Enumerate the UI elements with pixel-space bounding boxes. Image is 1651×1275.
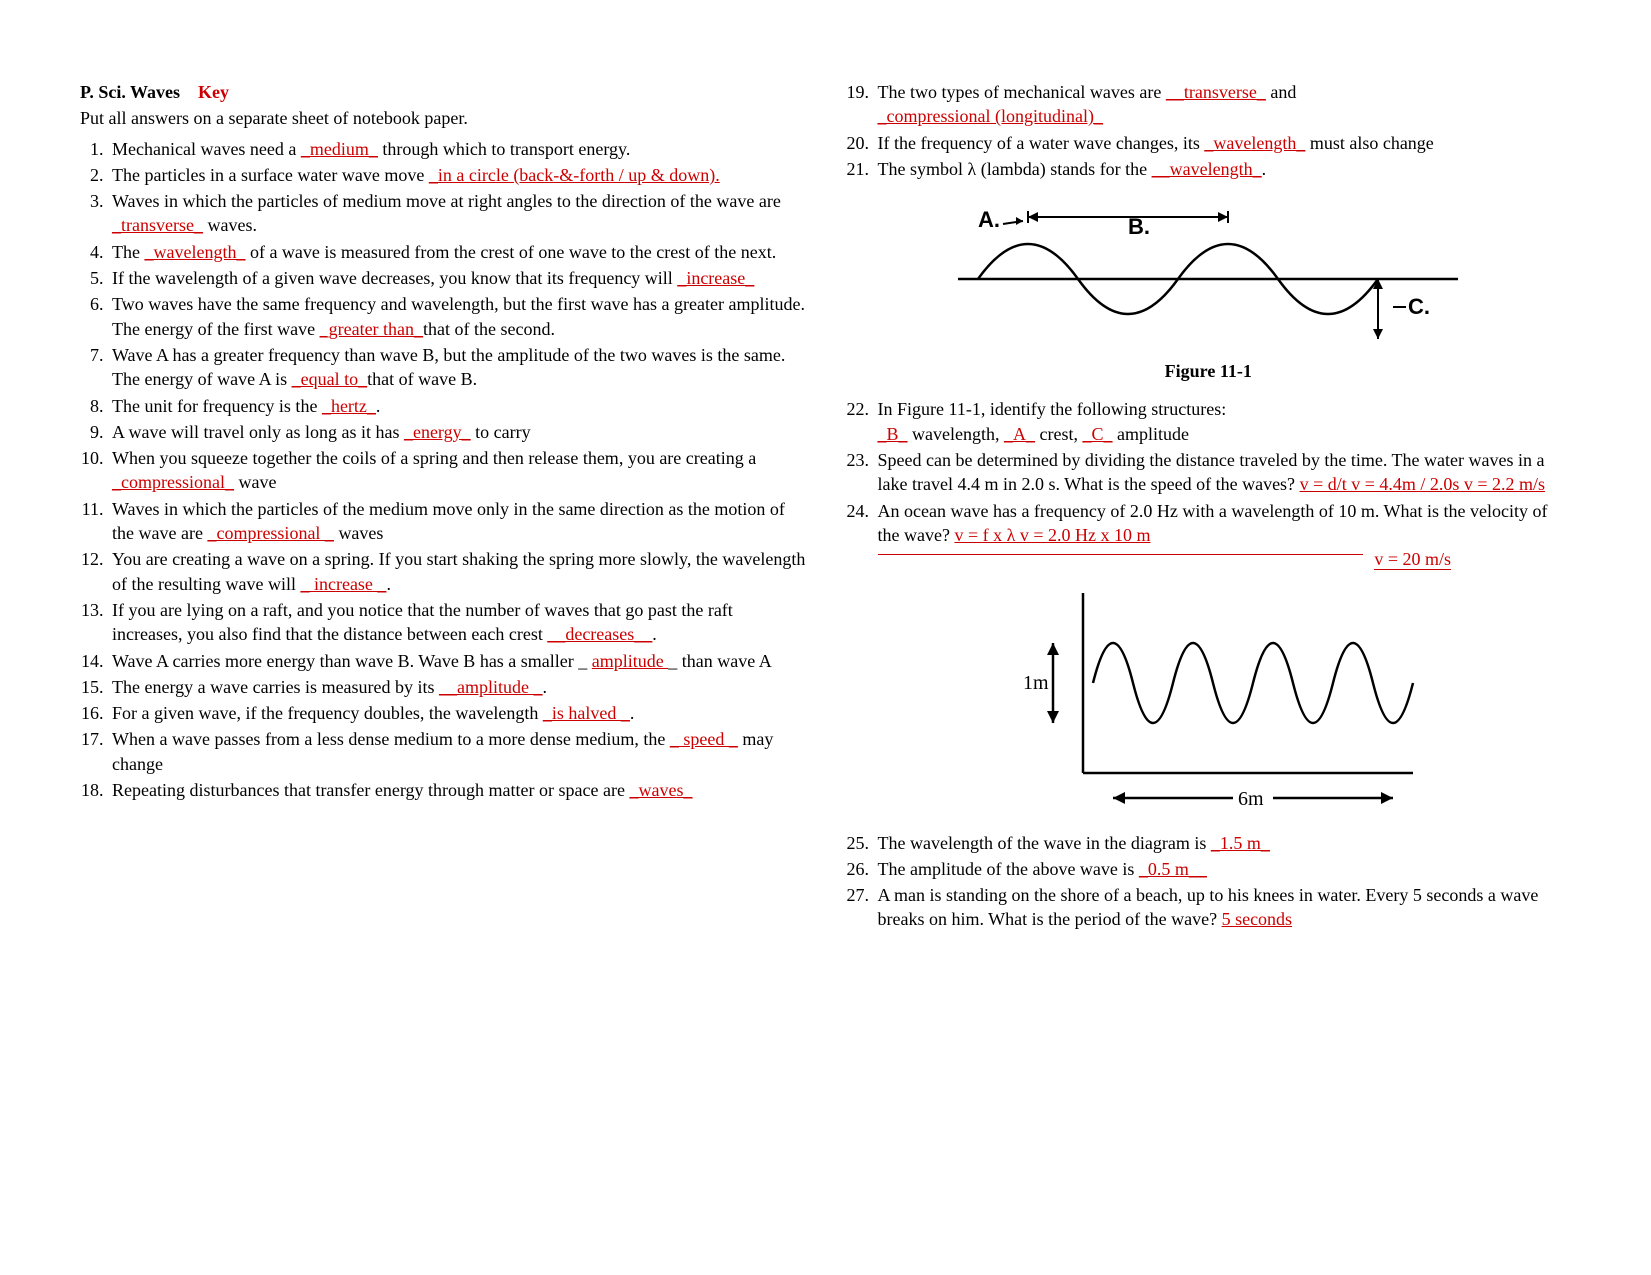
question-9: A wave will travel only as long as it ha… [108, 420, 806, 444]
answer-19a: __transverse_ [1166, 82, 1266, 102]
answer-17: _ speed _ [670, 729, 738, 749]
figure2-label-6m: 6m [1238, 788, 1264, 810]
question-24: An ocean wave has a frequency of 2.0 Hz … [874, 499, 1572, 555]
question-22: In Figure 11-1, identify the following s… [874, 397, 1572, 446]
question-14: Wave A carries more energy than wave B. … [108, 649, 806, 673]
question-7: Wave A has a greater frequency than wave… [108, 343, 806, 392]
question-11: Waves in which the particles of the medi… [108, 497, 806, 546]
question-1: Mechanical waves need a _medium_ through… [108, 137, 806, 161]
question-12: You are creating a wave on a spring. If … [108, 547, 806, 596]
question-6: Two waves have the same frequency and wa… [108, 292, 806, 341]
answer-12: _ increase _ [300, 574, 386, 594]
question-26: The amplitude of the above wave is _0.5 … [874, 857, 1572, 881]
answer-26: _0.5 m__ [1139, 859, 1207, 879]
answer-24a: v = f x λ v = 2.0 Hz x 10 m [954, 525, 1150, 545]
answer-11: _compressional _ [207, 523, 333, 543]
answer-19b: _compressional (longitudinal)_ [878, 106, 1103, 126]
figure-caption: Figure 11-1 [846, 359, 1572, 383]
question-2: The particles in a surface water wave mo… [108, 163, 806, 187]
figure-11-1: A. B. C. [846, 199, 1572, 349]
title-prefix: P. Sci. Waves [80, 82, 180, 102]
answer-2: _in a circle (back-&-forth / up & down). [429, 165, 720, 185]
question-15: The energy a wave carries is measured by… [108, 675, 806, 699]
question-16: For a given wave, if the frequency doubl… [108, 701, 806, 725]
figure-label-a: A. [978, 207, 1000, 232]
wave-diagram-icon: A. B. C. [938, 199, 1478, 349]
question-4: The _wavelength_ of a wave is measured f… [108, 240, 806, 264]
figure-2: 1m 6m [846, 573, 1572, 823]
question-21: The symbol λ (lambda) stands for the __w… [874, 157, 1572, 181]
question-list-right-c: The wavelength of the wave in the diagra… [846, 831, 1572, 932]
answer-6: _greater than_ [320, 319, 423, 339]
title-key: Key [198, 82, 229, 102]
answer-22b: _B_ [878, 424, 908, 444]
answer-24b: v = 20 m/s [1374, 549, 1451, 570]
answer-22a: _A_ [1004, 424, 1035, 444]
answer-27: 5 seconds [1222, 909, 1293, 929]
question-5: If the wavelength of a given wave decrea… [108, 266, 806, 290]
answer-10: _compressional_ [112, 472, 234, 492]
figure-label-c: C. [1408, 294, 1430, 319]
answer-1: _medium_ [301, 139, 378, 159]
answer-9: _energy_ [404, 422, 471, 442]
question-23: Speed can be determined by dividing the … [874, 448, 1572, 497]
question-25: The wavelength of the wave in the diagra… [874, 831, 1572, 855]
page-title: P. Sci. Waves Key [80, 80, 806, 104]
answer-13: __decreases__ [547, 624, 652, 644]
answer-14: amplitude [592, 651, 668, 671]
answer-23: v = d/t v = 4.4m / 2.0s v = 2.2 m/s [1300, 474, 1545, 494]
question-list-right-b: In Figure 11-1, identify the following s… [846, 397, 1572, 554]
answer-5: _increase_ [677, 268, 754, 288]
answer-7: _equal to_ [292, 369, 367, 389]
question-8: The unit for frequency is the _hertz_. [108, 394, 806, 418]
answer-15: __amplitude _ [439, 677, 542, 697]
question-3: Waves in which the particles of medium m… [108, 189, 806, 238]
answer-4: _wavelength_ [144, 242, 245, 262]
question-18: Repeating disturbances that transfer ene… [108, 778, 806, 802]
question-17: When a wave passes from a less dense med… [108, 727, 806, 776]
right-column: The two types of mechanical waves are __… [846, 80, 1572, 934]
answer-18: _waves_ [629, 780, 692, 800]
figure2-label-1m: 1m [1023, 672, 1049, 694]
answer-25: _1.5 m_ [1211, 833, 1270, 853]
answer-20: _wavelength_ [1204, 133, 1305, 153]
answer-8: _hertz_ [322, 396, 376, 416]
answer-3: _transverse_ [112, 215, 203, 235]
question-13: If you are lying on a raft, and you noti… [108, 598, 806, 647]
question-20: If the frequency of a water wave changes… [874, 131, 1572, 155]
answer-22c: _C_ [1082, 424, 1112, 444]
answer-21: __wavelength_ [1152, 159, 1262, 179]
left-column: P. Sci. Waves Key Put all answers on a s… [80, 80, 806, 934]
question-list-right-a: The two types of mechanical waves are __… [846, 80, 1572, 181]
question-list-left: Mechanical waves need a _medium_ through… [80, 137, 806, 803]
question-27: A man is standing on the shore of a beac… [874, 883, 1572, 932]
question-10: When you squeeze together the coils of a… [108, 446, 806, 495]
answer-16: _is halved _ [543, 703, 630, 723]
instruction-text: Put all answers on a separate sheet of n… [80, 106, 806, 130]
wave-dimension-icon: 1m 6m [1013, 573, 1433, 823]
question-19: The two types of mechanical waves are __… [874, 80, 1572, 129]
